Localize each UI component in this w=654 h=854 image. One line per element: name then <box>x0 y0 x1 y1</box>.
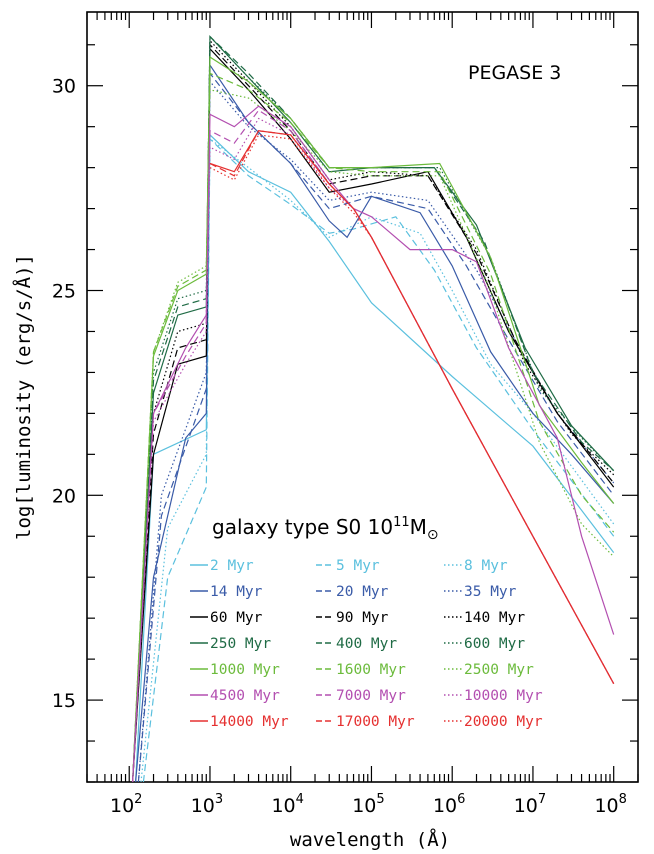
series-line-1 <box>142 137 615 782</box>
axis-ticks <box>86 12 639 783</box>
legend-label-15: 4500 Myr <box>210 688 280 704</box>
x-tick-label: 102 <box>110 792 142 817</box>
x-tick-label: 106 <box>433 792 465 817</box>
legend-label-18: 14000 Myr <box>210 714 289 730</box>
chart-subtitle: galaxy type S0 1011M⊙ <box>212 515 439 543</box>
plot-frame <box>86 11 639 783</box>
series-line-15 <box>132 105 615 782</box>
y-tick-label: 25 <box>52 281 76 303</box>
y-tick-label: 30 <box>52 76 76 98</box>
legend-label-10: 400 Myr <box>336 636 397 652</box>
x-tick-label: 108 <box>594 792 626 817</box>
series-line-19 <box>209 130 615 684</box>
y-tick-label: 15 <box>52 690 76 712</box>
series-line-16 <box>132 109 615 782</box>
x-tick-label: 104 <box>271 792 303 817</box>
legend-label-11: 600 Myr <box>464 636 525 652</box>
series-line-11 <box>132 35 615 782</box>
legend-label-19: 17000 Myr <box>336 714 415 730</box>
x-tick-label: 107 <box>514 792 546 817</box>
series-line-17 <box>132 117 615 782</box>
series-line-2 <box>140 137 615 782</box>
x-tick-label: 105 <box>352 792 384 817</box>
legend-label-8: 140 Myr <box>464 610 525 626</box>
legend-label-9: 250 Myr <box>210 636 271 652</box>
legend-label-6: 60 Myr <box>210 610 263 626</box>
legend-label-7: 90 Myr <box>336 610 389 626</box>
x-tick-label: 103 <box>191 792 223 817</box>
legend-label-5: 35 Myr <box>464 584 517 600</box>
x-axis-label: wavelength (Å) <box>290 828 450 851</box>
y-tick-labels: 15 20 25 30 <box>52 76 76 712</box>
legend-label-14: 2500 Myr <box>464 662 534 678</box>
legend: 2 Myr 5 Myr 8 Myr 14 Myr 20 Myr 35 Myr 60 Myr 9… <box>190 558 543 730</box>
y-tick-label: 20 <box>52 485 76 507</box>
y-axis-label: log[luminosity (erg/s/Å)] <box>12 254 35 540</box>
series-line-6 <box>132 47 615 782</box>
legend-label-4: 20 Myr <box>336 584 389 600</box>
series-line-3 <box>135 63 615 782</box>
legend-label-13: 1600 Myr <box>336 662 406 678</box>
legend-label-16: 7000 Myr <box>336 688 406 704</box>
series-line-4 <box>137 71 615 782</box>
legend-label-2: 8 Myr <box>464 558 508 574</box>
legend-label-20: 20000 Myr <box>464 714 543 730</box>
x-tick-labels: 102 103 104 105 106 107 108 <box>110 792 627 817</box>
series-lines <box>132 35 615 782</box>
series-line-12 <box>132 56 615 782</box>
legend-label-1: 5 Myr <box>336 558 380 574</box>
legend-label-0: 2 Myr <box>210 558 254 574</box>
legend-label-3: 14 Myr <box>210 584 263 600</box>
legend-label-12: 1000 Myr <box>210 662 280 678</box>
series-line-20 <box>209 134 615 684</box>
series-line-0 <box>135 133 615 782</box>
legend-label-17: 10000 Myr <box>464 688 543 704</box>
series-line-14 <box>132 89 615 782</box>
chart-title: PEGASE 3 <box>468 62 561 84</box>
